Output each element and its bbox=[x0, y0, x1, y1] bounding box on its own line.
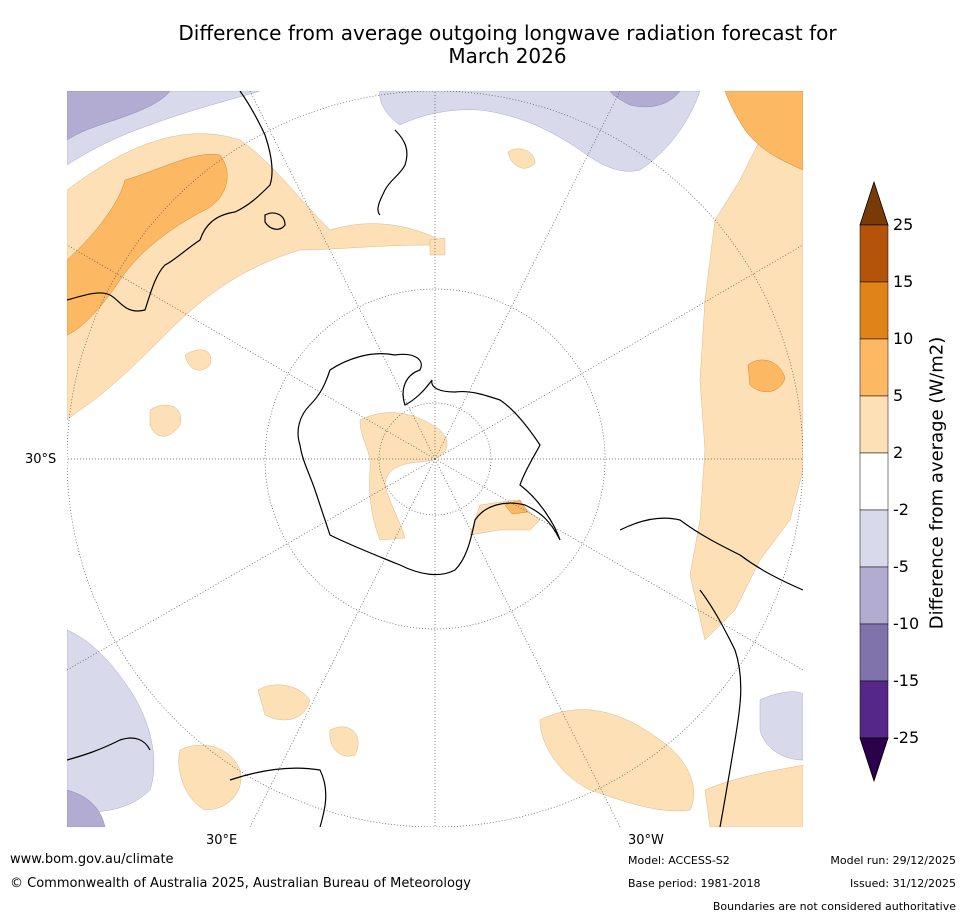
colorbar-segment-neg10-neg5 bbox=[859, 566, 889, 625]
southwest-deep-purple bbox=[67, 789, 106, 827]
colorbar-label: Difference from average (W/m2) bbox=[926, 336, 948, 630]
copyright-text: © Commonwealth of Australia 2025, Austra… bbox=[10, 876, 471, 891]
colorbar-tick: -5 bbox=[893, 557, 909, 576]
small-patch-4 bbox=[149, 404, 182, 437]
colorbar-segment-neg15-neg10 bbox=[859, 623, 889, 682]
antarctic-interior bbox=[359, 412, 448, 541]
colorbar-tick: -25 bbox=[893, 728, 920, 747]
south-america-east-patch bbox=[704, 764, 803, 827]
australia-coast bbox=[67, 91, 273, 312]
colorbar-tick: 5 bbox=[893, 386, 904, 405]
map-title: Difference from average outgoing longwav… bbox=[100, 22, 915, 68]
colorbar-segment-neg5-neg2 bbox=[859, 509, 889, 568]
colorbar-segment-15-25 bbox=[859, 224, 889, 283]
tasmania bbox=[264, 212, 286, 230]
disclaimer-text: Boundaries are not considered authoritat… bbox=[712, 900, 956, 913]
longitude-label-30e: 30°E bbox=[206, 833, 238, 848]
africa-south-patch bbox=[178, 744, 242, 811]
colorbar-segment-10-15 bbox=[859, 281, 889, 340]
colorbar-segment-neg25-neg15 bbox=[859, 680, 889, 739]
south-america-purple bbox=[759, 691, 803, 761]
latitude-label-30s: 30°S bbox=[25, 452, 57, 467]
colorbar-segment-2-5 bbox=[859, 395, 889, 454]
model-text: Model: ACCESS-S2 bbox=[628, 854, 730, 867]
south-atlantic-patch bbox=[539, 709, 694, 812]
colorbar-lower-arrow bbox=[859, 737, 889, 783]
colorbar bbox=[859, 180, 889, 783]
website-link[interactable]: www.bom.gov.au/climate bbox=[10, 852, 174, 867]
africa-coast bbox=[67, 737, 327, 827]
coastlines bbox=[67, 91, 803, 827]
map-field bbox=[67, 91, 803, 827]
southwest-purple bbox=[67, 629, 155, 813]
colorbar-tick: -10 bbox=[893, 614, 920, 633]
new-zealand-north bbox=[384, 129, 408, 191]
title-line-2: March 2026 bbox=[448, 44, 567, 68]
new-zealand-south bbox=[377, 189, 386, 216]
east-pacific-orange-spot bbox=[747, 359, 786, 392]
colorbar-segment-5-10 bbox=[859, 338, 889, 397]
east-pacific-band bbox=[689, 109, 803, 641]
colorbar-tick: 25 bbox=[893, 215, 914, 234]
small-patch-1 bbox=[257, 684, 311, 721]
northwest-deep-purple bbox=[67, 91, 171, 141]
small-patch-5 bbox=[507, 148, 536, 169]
small-patch-6 bbox=[429, 237, 446, 256]
pacific-deep-purple bbox=[609, 91, 681, 108]
antarctica-coast bbox=[297, 353, 561, 576]
anomaly-5-10 bbox=[67, 91, 803, 515]
colorbar-segment-neg2-2 bbox=[859, 452, 889, 511]
longitude-label-30w: 30°W bbox=[628, 833, 664, 848]
colorbar-upper-arrow bbox=[859, 180, 889, 226]
base-period-text: Base period: 1981-2018 bbox=[628, 877, 761, 890]
small-patch-3 bbox=[184, 349, 212, 371]
colorbar-tick: -15 bbox=[893, 671, 920, 690]
south-america-coast bbox=[619, 517, 803, 827]
issued-text: Issued: 31/12/2025 bbox=[849, 877, 956, 890]
pacific-purple bbox=[379, 91, 701, 172]
pacific-orange bbox=[724, 91, 803, 171]
model-run-text: Model run: 29/12/2025 bbox=[830, 854, 956, 867]
indian-ocean-orange bbox=[67, 153, 228, 336]
colorbar-tick: 15 bbox=[893, 272, 914, 291]
small-patch-2 bbox=[329, 726, 359, 757]
colorbar-tick: -2 bbox=[893, 500, 909, 519]
colorbar-tick: 2 bbox=[893, 443, 904, 462]
graticule bbox=[67, 91, 803, 827]
anomaly-neg-5-10 bbox=[67, 91, 681, 827]
title-line-1: Difference from average outgoing longwav… bbox=[178, 21, 837, 45]
colorbar-tick: 10 bbox=[893, 329, 914, 348]
